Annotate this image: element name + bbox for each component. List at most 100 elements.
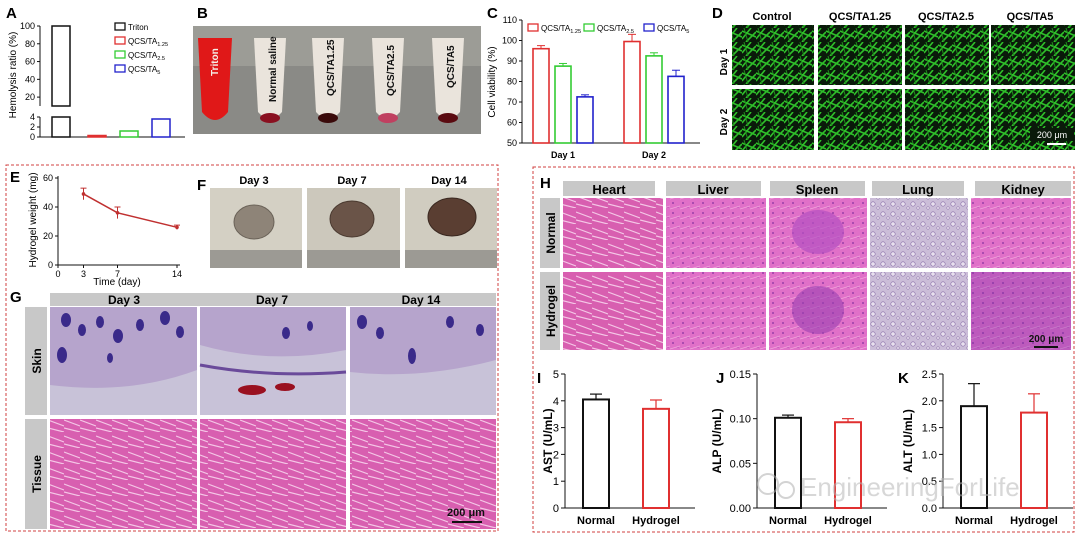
- h-col-3: Lung: [902, 182, 934, 197]
- xtick-label-I: Normal: [577, 515, 615, 527]
- c-legend-swatch: [583, 23, 595, 32]
- panel-e: E Hydrogel weight (mg) Time (day) 0 20 40 6…: [10, 169, 182, 288]
- c-ytick-label: 110: [503, 15, 517, 25]
- panel-j: J ALP (U/mL) 0.00 0.05 0.10 0.15 Normal Hydrog…: [710, 369, 887, 527]
- e-ytick-label: 0: [48, 260, 53, 270]
- c-xtick-label: Day 2: [642, 150, 666, 160]
- g-col-1: Day 7: [256, 293, 288, 307]
- f-col-2: Day 14: [431, 175, 467, 187]
- a-legend-swatch: [114, 22, 126, 31]
- g-col-2: Day 14: [402, 293, 441, 307]
- e-ytick-label: 20: [43, 231, 53, 241]
- panel-b: B Triton Normal saline QCS/TA1.25 QCS/TA…: [193, 5, 481, 134]
- g-scale-label: 200 μm: [447, 507, 485, 519]
- panel-h: H Heart Liver Spleen Lung Kidney Normal …: [540, 175, 1071, 350]
- watermark-text: EngineeringForLife: [800, 472, 1020, 502]
- panel-a-legend: Triton QCS/TA1.25 QCS/TA2.5 QCS/TA5: [114, 22, 168, 76]
- c-ytick-label: 50: [507, 138, 517, 148]
- panel-letter-i: I: [537, 370, 541, 387]
- d-img-1-2: [905, 89, 989, 150]
- tube-qcs-ta5: [432, 38, 464, 119]
- c-bar: [623, 40, 641, 144]
- c-ytick-label: 60: [507, 118, 517, 128]
- c-xtick-label: Day 1: [551, 150, 575, 160]
- ytick-label-K: 0.5: [922, 476, 937, 488]
- tube-qcs-ta25: [372, 38, 404, 119]
- g-row-1: Tissue: [30, 455, 44, 493]
- panel-letter-j: J: [716, 370, 724, 387]
- f-col-1: Day 7: [337, 175, 366, 187]
- a-bar-upper: [51, 25, 71, 107]
- xtick-label-J: Hydrogel: [824, 515, 872, 527]
- a-ytick-label: 100: [20, 21, 35, 31]
- ytick-label-I: 1: [553, 476, 559, 488]
- g-tissue-2: [350, 419, 496, 529]
- c-bar: [667, 75, 685, 144]
- ylabel-K: ALT (U/mL): [901, 409, 915, 473]
- panel-letter-h: H: [540, 175, 551, 192]
- panel-c-bars: [532, 33, 685, 144]
- e-series-line: [83, 193, 178, 229]
- d-img-1-0: [732, 89, 814, 150]
- legend-text: QCS/TA1.25: [541, 24, 581, 35]
- d-img-0-3: [991, 25, 1075, 85]
- watermark-icon: [757, 473, 779, 495]
- panel-c-ylabel: Cell viability (%): [487, 46, 498, 117]
- ytick-label-I: 5: [553, 369, 559, 381]
- h-img-1-0: [563, 272, 663, 350]
- h-img-1-4: [971, 272, 1071, 350]
- e-xtick-label: 7: [115, 269, 120, 279]
- panel-border-right: [532, 166, 1075, 533]
- a-ytick-label: 60: [25, 57, 35, 67]
- d-scale-label: 200 μm: [1037, 130, 1067, 140]
- h-row-1: Hydrogel: [544, 285, 558, 337]
- legend-text: QCS/TA5: [128, 65, 160, 76]
- d-img-0-2: [905, 25, 989, 85]
- a-bar: [87, 134, 107, 138]
- ytick-label-K: 0.0: [922, 503, 937, 515]
- panel-f: F Day 3 Day 7 Day 14: [197, 175, 497, 268]
- c-ytick-label: 80: [507, 77, 517, 87]
- c-ytick-label: 70: [507, 97, 517, 107]
- a-ytick-label: 80: [25, 39, 35, 49]
- f-col-0: Day 3: [239, 175, 268, 187]
- e-point: [115, 211, 120, 215]
- panel-c: C Cell viability (%) 50 60 70 80 90 100 110 Day…: [487, 5, 700, 160]
- a-legend-swatch: [114, 50, 126, 59]
- tube-qcs-ta125: [312, 38, 344, 119]
- panel-letter-a: A: [6, 5, 17, 22]
- tube-saline: [254, 38, 286, 119]
- c-ytick-label: 100: [502, 36, 517, 46]
- legend-text: Triton: [128, 23, 148, 32]
- panel-a-ylabel: Hemolysis ratio (%): [8, 32, 19, 119]
- g-tissue-1: [200, 419, 346, 529]
- c-bar: [645, 55, 663, 144]
- a-bar: [119, 130, 139, 138]
- bar-I: [642, 407, 670, 509]
- panel-e-ylabel: Hydrogel weight (mg): [28, 172, 39, 267]
- tube-label-1: Normal saline: [268, 36, 279, 102]
- c-bar: [554, 65, 572, 144]
- panel-a-bars: [51, 25, 171, 138]
- h-col-1: Liver: [697, 182, 728, 197]
- xtick-label-K: Hydrogel: [1010, 515, 1058, 527]
- watermark: EngineeringForLife: [757, 472, 1020, 502]
- ytick-label-K: 1.5: [922, 423, 937, 435]
- ytick-label-J: 0.00: [730, 503, 751, 515]
- a-ytick-label: 20: [25, 92, 35, 102]
- panel-letter-d: D: [712, 5, 723, 22]
- ytick-label-I: 2: [553, 449, 559, 461]
- panel-c-ticks: 50 60 70 80 90 100 110 Day 1 Day 2: [502, 15, 666, 160]
- ytick-label-K: 2.0: [922, 396, 937, 408]
- legend-text: QCS/TA2.5: [128, 51, 165, 62]
- ytick-label-I: 0: [553, 503, 559, 515]
- e-xtick-label: 3: [81, 269, 86, 279]
- panel-letter-f: F: [197, 177, 206, 194]
- xtick-label-K: Normal: [955, 515, 993, 527]
- legend-text: QCS/TA2.5: [597, 24, 634, 35]
- tube-label-0: Triton: [210, 48, 221, 76]
- ytick-label-J: 0.15: [730, 369, 751, 381]
- e-point: [81, 192, 86, 196]
